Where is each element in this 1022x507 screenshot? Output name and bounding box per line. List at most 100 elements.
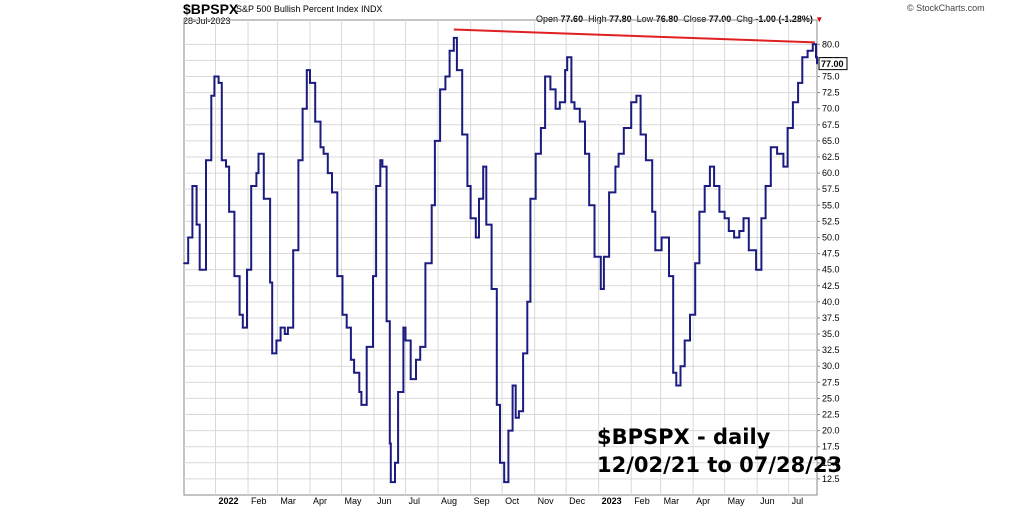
data-point bbox=[499, 461, 501, 464]
data-point bbox=[511, 384, 514, 387]
y-tick-label: 15.0 bbox=[822, 458, 840, 468]
data-point bbox=[564, 69, 566, 71]
data-point bbox=[353, 371, 355, 374]
data-point bbox=[816, 62, 818, 65]
chart-date: 28-Jul-2023 bbox=[183, 16, 231, 26]
y-tick-label: 80.0 bbox=[822, 39, 840, 49]
data-point bbox=[797, 82, 800, 84]
y-tick-label: 75.0 bbox=[822, 72, 840, 82]
x-tick-label: Sep bbox=[474, 496, 490, 506]
data-point bbox=[452, 36, 455, 39]
data-point bbox=[660, 236, 663, 239]
data-point bbox=[404, 339, 407, 342]
data-point bbox=[409, 378, 412, 381]
open-label: Open bbox=[536, 14, 559, 24]
y-tick-label: 50.0 bbox=[822, 232, 840, 242]
data-point bbox=[599, 288, 602, 290]
data-point bbox=[718, 210, 721, 213]
x-tick-label: Jun bbox=[760, 496, 775, 506]
data-point bbox=[529, 197, 532, 200]
data-point bbox=[394, 461, 396, 464]
data-point bbox=[522, 352, 524, 355]
x-tick-label: Oct bbox=[505, 496, 520, 506]
data-point bbox=[257, 152, 260, 155]
x-tick-label: 2022 bbox=[218, 496, 238, 506]
data-point bbox=[723, 217, 726, 220]
x-tick-label: May bbox=[728, 496, 746, 506]
data-point bbox=[755, 268, 758, 271]
data-point bbox=[350, 358, 352, 361]
data-point bbox=[360, 403, 363, 406]
data-point bbox=[485, 223, 488, 226]
data-point bbox=[713, 185, 716, 187]
data-point bbox=[635, 94, 638, 97]
data-point bbox=[698, 210, 701, 213]
data-point bbox=[573, 107, 576, 110]
data-point bbox=[689, 313, 691, 316]
data-point bbox=[815, 56, 817, 59]
chart-description: S&P 500 Bullish Percent Index INDX bbox=[236, 4, 382, 14]
data-point bbox=[570, 101, 573, 104]
y-tick-label: 45.0 bbox=[822, 265, 840, 275]
data-point bbox=[187, 236, 190, 239]
data-point bbox=[554, 107, 557, 110]
data-point bbox=[461, 133, 464, 136]
y-tick-label: 57.5 bbox=[822, 184, 840, 194]
data-point bbox=[301, 107, 304, 110]
data-point bbox=[433, 139, 436, 142]
last-value-layer: 77.00 bbox=[818, 57, 848, 71]
data-point bbox=[365, 346, 368, 348]
data-point bbox=[534, 152, 537, 155]
y-tick-label: 40.0 bbox=[822, 297, 840, 307]
data-point bbox=[786, 127, 789, 129]
close-value: 77.00 bbox=[708, 14, 732, 24]
y-tick-label: 70.0 bbox=[822, 104, 840, 114]
x-tick-label: Feb bbox=[251, 496, 267, 506]
data-point bbox=[331, 191, 333, 194]
data-point bbox=[603, 255, 605, 258]
y-tick-label: 55.0 bbox=[822, 200, 840, 210]
x-tick-label: Mar bbox=[664, 496, 680, 506]
data-point bbox=[341, 313, 344, 316]
data-point bbox=[210, 94, 213, 97]
data-point bbox=[444, 75, 447, 78]
y-tick-label: 30.0 bbox=[822, 361, 840, 371]
data-point bbox=[238, 313, 241, 316]
chart-annotation: $BPSPX - daily 12/02/21 to 07/28/23 bbox=[597, 423, 842, 479]
data-point bbox=[283, 333, 286, 335]
y-tick-label: 67.5 bbox=[822, 120, 840, 130]
data-point bbox=[668, 275, 670, 277]
series-line bbox=[184, 36, 818, 484]
data-point bbox=[385, 320, 388, 323]
data-point bbox=[782, 165, 785, 168]
data-point bbox=[424, 262, 427, 265]
data-point bbox=[287, 326, 289, 329]
data-point bbox=[482, 165, 485, 168]
high-value: 77.80 bbox=[609, 14, 632, 24]
data-point bbox=[811, 43, 814, 46]
data-point bbox=[495, 403, 498, 406]
x-tick-label: Mar bbox=[280, 496, 296, 506]
data-point bbox=[791, 101, 794, 104]
x-tick-label: Nov bbox=[538, 496, 555, 506]
annotation-line-2: 12/02/21 to 07/28/23 bbox=[597, 453, 843, 477]
data-point bbox=[679, 365, 682, 368]
x-tick-label: Jul bbox=[408, 496, 420, 506]
low-value: 76.80 bbox=[655, 14, 679, 24]
data-point bbox=[228, 210, 231, 213]
data-point bbox=[644, 159, 647, 162]
plot-frame bbox=[183, 19, 818, 496]
data-point bbox=[540, 127, 542, 129]
data-point bbox=[439, 88, 442, 91]
x-tick-label: Dec bbox=[569, 496, 586, 506]
chg-value: -1.00 (-1.28%) bbox=[755, 14, 813, 24]
x-tick-label: May bbox=[344, 496, 362, 506]
data-point bbox=[469, 217, 472, 220]
y-tick-label: 65.0 bbox=[822, 136, 840, 146]
y-tick-label: 22.5 bbox=[822, 410, 840, 420]
data-point bbox=[507, 429, 510, 432]
data-point bbox=[198, 268, 201, 271]
data-point bbox=[776, 152, 779, 155]
